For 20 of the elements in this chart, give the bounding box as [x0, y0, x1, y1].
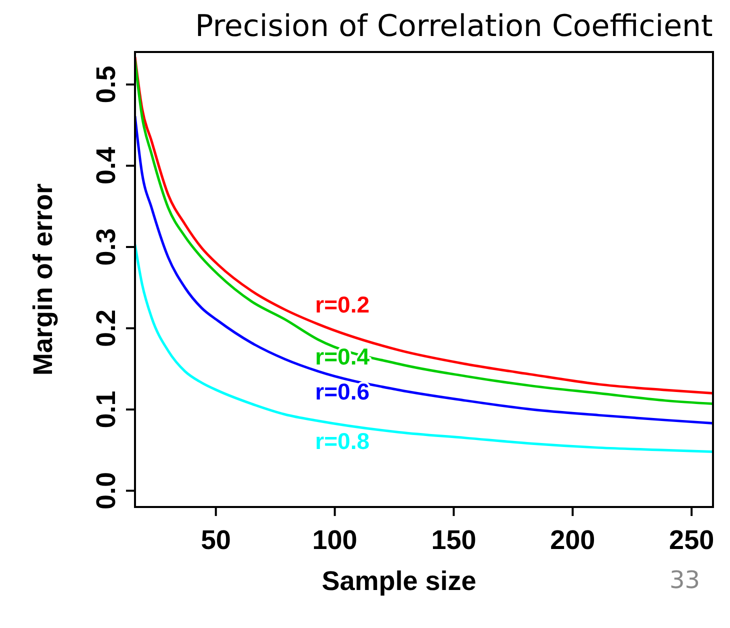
y-tick-label: 0.0 [91, 472, 121, 510]
y-tick-label: 0.3 [91, 228, 121, 266]
y-axis-title: Margin of error [28, 183, 58, 376]
y-tick-label: 0.5 [91, 66, 121, 104]
series-label: r=0.2 [315, 291, 370, 318]
x-tick-label: 50 [200, 525, 231, 555]
chart-title: Precision of Correlation Coefficient [195, 9, 714, 44]
series-label: r=0.6 [315, 378, 370, 404]
x-tick-label: 150 [431, 525, 476, 555]
line-series [135, 243, 713, 453]
x-tick-label: 100 [312, 525, 358, 555]
x-axis-title: Sample size [322, 566, 476, 596]
y-tick-label: 0.4 [91, 146, 121, 185]
y-tick-label: 0.2 [91, 309, 121, 348]
series-label: r=0.8 [315, 428, 370, 454]
y-tick-label: 0.1 [91, 390, 121, 428]
x-tick-label: 250 [669, 525, 714, 555]
text: 33 [669, 566, 700, 594]
line-series [135, 114, 713, 425]
x-tick-label: 200 [550, 525, 596, 555]
